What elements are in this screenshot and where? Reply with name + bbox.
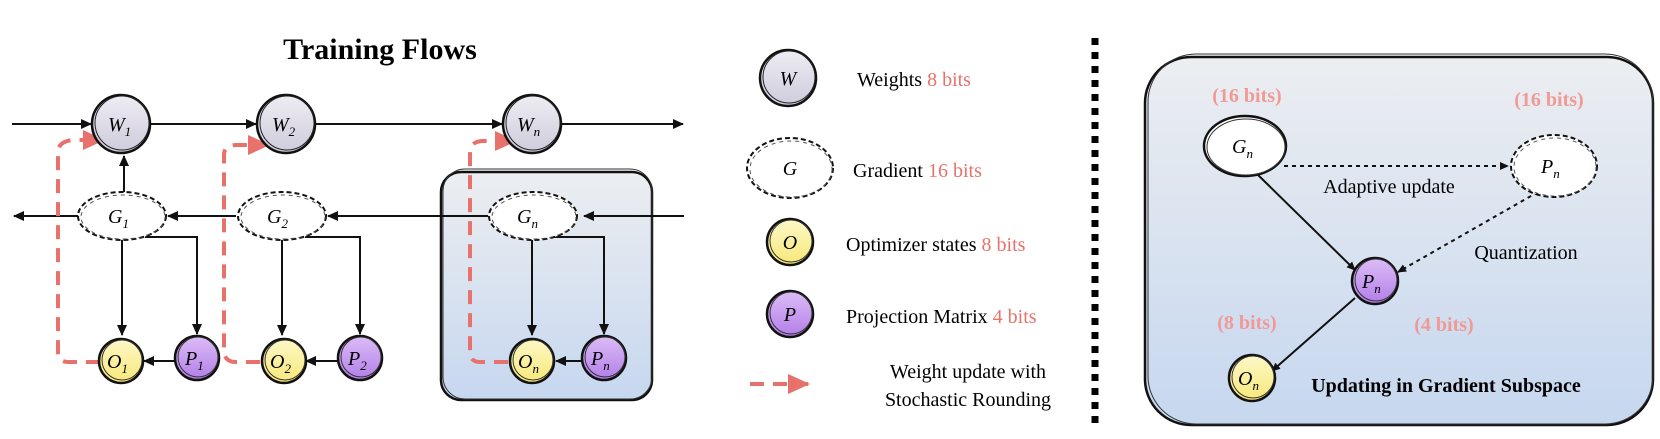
svg-text:W: W: [780, 68, 799, 90]
bits-label-p: (16 bits): [1514, 89, 1583, 111]
svg-text:Projection Matrix 4 bits: Projection Matrix 4 bits: [846, 306, 1037, 328]
gradient-node-1: G1: [77, 191, 167, 241]
svg-text:Pn: Pn: [1361, 271, 1381, 296]
diagram-title: Training Flows: [283, 33, 477, 66]
adaptive-update-label: Adaptive update: [1323, 176, 1455, 198]
svg-text:Wn: Wn: [517, 114, 540, 139]
quantization-label: Quantization: [1474, 242, 1577, 264]
subspace-projection-mid-node: Pn: [1350, 256, 1400, 306]
gn-to-pn-arrow: [1255, 172, 1356, 271]
svg-text:Optimizer states 8 bits: Optimizer states 8 bits: [846, 234, 1026, 256]
subspace-gradient-node: Gn: [1202, 114, 1288, 178]
svg-text:P2: P2: [347, 348, 367, 373]
svg-text:Pn: Pn: [1540, 156, 1560, 181]
svg-text:Weights 8 bits: Weights 8 bits: [857, 69, 971, 91]
bits-label-g: (16 bits): [1212, 85, 1281, 107]
svg-text:Gradient 16 bits: Gradient 16 bits: [853, 160, 982, 182]
legend-weight-update: Weight update with Stochastic Rounding: [750, 361, 1051, 411]
svg-text:G1: G1: [108, 206, 129, 231]
svg-text:Weight update with: Weight update with: [890, 361, 1046, 383]
svg-text:Stochastic Rounding: Stochastic Rounding: [885, 389, 1051, 411]
svg-text:W2: W2: [272, 114, 296, 139]
subspace-optimizer-node: On: [1227, 353, 1277, 403]
svg-text:P: P: [783, 304, 796, 326]
optimizer-node-2: O2: [260, 337, 308, 385]
optimizer-node-1: O1: [97, 337, 145, 385]
svg-text:O: O: [783, 232, 797, 254]
weight-node-1: W1: [90, 93, 152, 155]
svg-text:Gn: Gn: [1232, 136, 1253, 161]
weight-node-n: Wn: [501, 93, 563, 155]
stochastic-rounding-arrows: [56, 130, 517, 364]
projection-node-1: P1: [173, 334, 221, 382]
weight-node-2: W2: [255, 93, 317, 155]
subspace-caption: Updating in Gradient Subspace: [1311, 375, 1581, 397]
gradient-branch-lines: [117, 236, 609, 336]
svg-text:Pn: Pn: [590, 348, 610, 373]
svg-text:G2: G2: [267, 206, 288, 231]
gradient-node-2: G2: [237, 191, 327, 241]
gradient-node-n: Gn: [488, 191, 578, 241]
svg-text:O2: O2: [270, 351, 291, 376]
legend-projection: P Projection Matrix 4 bits: [765, 289, 1037, 339]
legend-optimizer: O Optimizer states 8 bits: [765, 217, 1026, 267]
subspace-projection-top-node: Pn: [1510, 134, 1598, 198]
svg-text:G: G: [783, 158, 798, 180]
pn-to-on-arrow: [1271, 297, 1356, 372]
svg-text:On: On: [518, 351, 539, 376]
optimizer-node-n: On: [508, 337, 556, 385]
svg-text:Gn: Gn: [517, 206, 538, 231]
svg-text:On: On: [1238, 368, 1259, 393]
projection-node-2: P2: [336, 334, 384, 382]
bits-label-o: (8 bits): [1217, 312, 1276, 334]
svg-text:W1: W1: [108, 114, 131, 139]
svg-text:O1: O1: [107, 351, 128, 376]
projection-node-n: Pn: [580, 334, 628, 382]
svg-text:P1: P1: [184, 348, 204, 373]
legend-gradient: G Gradient 16 bits: [746, 137, 982, 199]
legend: W Weights 8 bits G Gradient 16 bits O Op…: [746, 48, 1051, 411]
bits-label-pq: (4 bits): [1414, 314, 1473, 336]
legend-weights: W Weights 8 bits: [758, 48, 971, 108]
